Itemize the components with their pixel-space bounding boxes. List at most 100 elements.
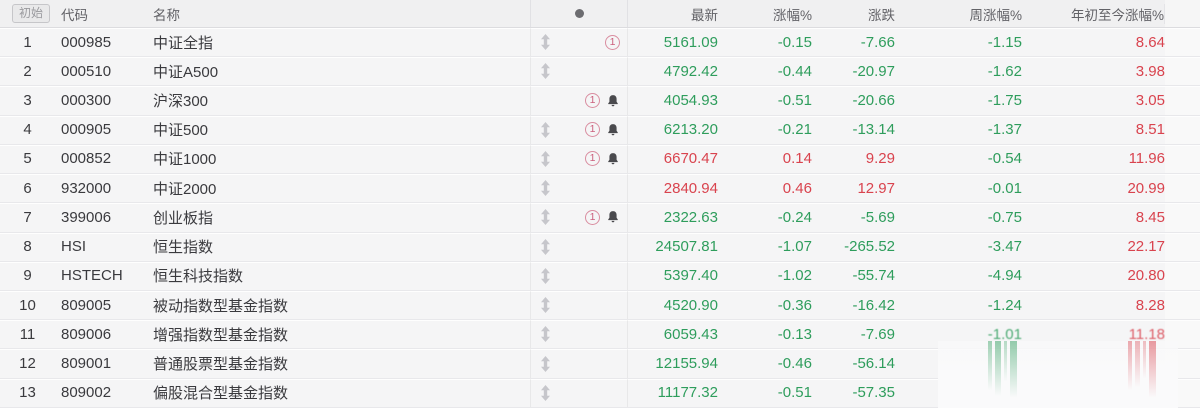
- drag-handle-icon[interactable]: [540, 238, 554, 255]
- index-code: 000905: [61, 121, 112, 139]
- change-value: -56.14: [852, 355, 895, 373]
- index-name: 恒生指数: [153, 239, 214, 257]
- table-row[interactable]: 7 399006 创业板指 1 2322.63 -0.24 -5.69 -0.75 8.45: [0, 203, 1200, 233]
- circled-one-icon[interactable]: 1: [585, 151, 600, 167]
- row-gutter: [1165, 232, 1200, 261]
- drag-handle-icon[interactable]: [540, 180, 554, 197]
- drag-handle-icon[interactable]: [540, 121, 554, 138]
- drag-handle-icon[interactable]: [540, 34, 554, 51]
- table-header: 初始 代码 名称 最新 涨幅% 涨跌 周涨幅% 年初至今涨幅%: [0, 0, 1200, 28]
- latest-value: 4792.42: [663, 62, 718, 80]
- week-percent-value: -1.01: [987, 325, 1022, 343]
- drag-handle-icon[interactable]: [540, 267, 554, 284]
- row-icon-cell: [530, 261, 628, 290]
- bell-alert-icon[interactable]: [606, 94, 620, 108]
- alert-icon-group: 1: [585, 122, 620, 138]
- row-number: 3: [23, 92, 32, 110]
- row-gutter: [1165, 320, 1200, 349]
- header-change-percent[interactable]: 涨幅%: [772, 7, 812, 23]
- ytd-percent-value: 8.64: [1135, 33, 1165, 51]
- bell-alert-icon[interactable]: [606, 152, 620, 166]
- header-ytd-percent[interactable]: 年初至今涨幅%: [1022, 3, 1165, 24]
- row-gutter: [1165, 349, 1200, 378]
- ytd-percent-value: 11.18: [1128, 325, 1165, 343]
- row-icon-cell: 1: [530, 86, 628, 115]
- change-value: -5.69: [860, 208, 895, 226]
- ytd-percent-value: 22.17: [1127, 238, 1165, 256]
- ytd-percent-value: 11.96: [1128, 150, 1165, 168]
- bell-alert-icon[interactable]: [606, 210, 620, 224]
- row-number: 9: [23, 267, 32, 285]
- row-icon-cell: [530, 349, 628, 378]
- circled-one-icon[interactable]: 1: [585, 122, 600, 138]
- alert-icon-group: 1: [585, 209, 620, 225]
- table-row[interactable]: 8 HSI 恒生指数 24507.81 -1.07 -265.52 -3.47 22.17: [0, 232, 1200, 262]
- drag-handle-icon[interactable]: [540, 355, 554, 372]
- change-value: -20.66: [852, 92, 895, 110]
- table-row[interactable]: 11 809006 增强指数型基金指数 6059.43 -0.13 -7.69 -1.01 1…: [0, 320, 1200, 350]
- table-row[interactable]: 12 809001 普通股票型基金指数 12155.94 -0.46 -56.14: [0, 349, 1200, 379]
- row-number: 5: [23, 150, 32, 168]
- change-percent-value: -0.44: [777, 62, 812, 80]
- drag-handle-icon[interactable]: [540, 150, 554, 167]
- change-percent-value: 0.46: [782, 179, 812, 197]
- index-code: 932000: [61, 179, 112, 197]
- bell-alert-icon[interactable]: [606, 123, 620, 137]
- circled-one-icon[interactable]: 1: [585, 209, 600, 225]
- drag-handle-icon[interactable]: [540, 384, 554, 401]
- latest-value: 24507.81: [655, 238, 718, 256]
- index-code: 000985: [61, 33, 112, 51]
- table-row[interactable]: 13 809002 偏股混合型基金指数 11177.32 -0.51 -57.35: [0, 378, 1200, 408]
- index-code: 000852: [61, 150, 112, 168]
- table-row[interactable]: 9 HSTECH 恒生科技指数 5397.40 -1.02 -55.74 -4.94 20.8…: [0, 261, 1200, 291]
- drag-handle-icon[interactable]: [540, 326, 554, 343]
- header-code[interactable]: 代码: [61, 7, 88, 23]
- row-gutter: [1165, 86, 1200, 115]
- table-row[interactable]: 2 000510 中证A500 4792.42 -0.44 -20.97 -1.62 3.98: [0, 57, 1200, 87]
- drag-handle-icon[interactable]: [540, 297, 554, 314]
- week-percent-value: -0.01: [987, 179, 1022, 197]
- index-code: 809006: [61, 325, 112, 343]
- week-percent-value: -0.75: [987, 208, 1022, 226]
- dot-icon: [574, 9, 584, 18]
- latest-value: 2840.94: [663, 179, 718, 197]
- header-week-percent[interactable]: 周涨幅%: [969, 7, 1022, 23]
- table-row[interactable]: 5 000852 中证1000 1 6670.47 0.14 9.29 -0.54 11.96: [0, 144, 1200, 175]
- circled-one-icon[interactable]: 1: [585, 93, 600, 109]
- row-number: 13: [19, 384, 36, 402]
- row-icon-cell: 1: [530, 28, 628, 57]
- row-gutter: [1165, 378, 1200, 407]
- latest-value: 4054.93: [663, 92, 718, 110]
- table-row[interactable]: 1 000985 中证全指 1 5161.09 -0.15 -7.66 -1.15 8.64: [0, 28, 1200, 58]
- row-icon-cell: [530, 320, 628, 349]
- week-percent-value: -1.24: [987, 296, 1022, 314]
- ytd-percent-value: 8.45: [1135, 208, 1165, 226]
- table-row[interactable]: 3 000300 沪深300 1 4054.93 -0.51 -20.66 -1.75 3.05: [0, 86, 1200, 116]
- header-gutter: [1165, 0, 1200, 27]
- week-percent-value: -0.54: [987, 150, 1022, 168]
- initial-badge-button[interactable]: 初始: [11, 4, 50, 23]
- row-gutter: [1165, 203, 1200, 232]
- drag-handle-icon[interactable]: [540, 209, 554, 226]
- header-change[interactable]: 涨跌: [868, 7, 895, 23]
- header-alert-column[interactable]: [530, 0, 628, 27]
- table-body: 1 000985 中证全指 1 5161.09 -0.15 -7.66 -1.15 8.64 2 0…: [0, 28, 1200, 408]
- change-percent-value: -0.24: [777, 208, 812, 226]
- change-percent-value: -1.07: [777, 238, 812, 256]
- change-value: -20.97: [852, 62, 895, 80]
- change-value: -16.42: [852, 296, 895, 314]
- drag-handle-icon[interactable]: [540, 63, 554, 80]
- header-latest[interactable]: 最新: [691, 7, 718, 23]
- header-name[interactable]: 名称: [153, 7, 180, 23]
- change-percent-value: -0.46: [777, 355, 812, 373]
- circled-one-icon[interactable]: 1: [605, 34, 620, 50]
- table-row[interactable]: 10 809005 被动指数型基金指数 4520.90 -0.36 -16.42 -1.24…: [0, 290, 1200, 321]
- latest-value: 12155.94: [655, 355, 718, 373]
- row-number: 4: [23, 121, 32, 139]
- week-percent-value: -1.75: [987, 92, 1022, 110]
- change-value: 12.97: [857, 179, 895, 197]
- table-row[interactable]: 4 000905 中证500 1 6213.20 -0.21 -13.14 -1.37 8.51: [0, 115, 1200, 145]
- table-row[interactable]: 6 932000 中证2000 2840.94 0.46 12.97 -0.01 20.99: [0, 174, 1200, 204]
- index-code: 399006: [61, 208, 112, 226]
